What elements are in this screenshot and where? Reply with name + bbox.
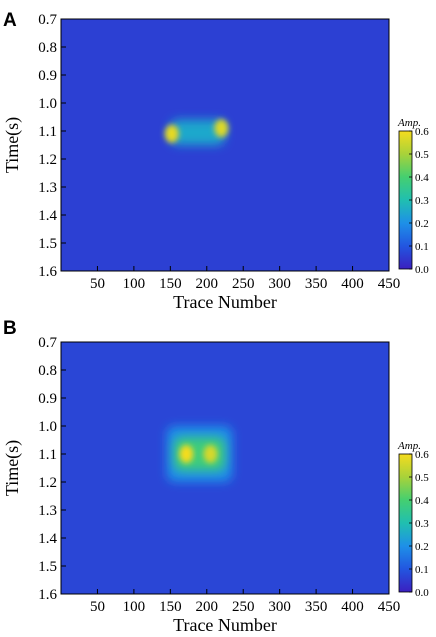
y-tick-label: 0.9 — [38, 391, 57, 407]
colorbar-tick-label: 0.1 — [415, 564, 429, 576]
panel-b-letter: B — [3, 318, 17, 339]
panel-b-x-axis-label: Trace Number — [173, 615, 277, 635]
heatmap-background — [61, 19, 389, 271]
panel-a-plot-frame — [60, 18, 390, 272]
x-tick-label: 450 — [378, 599, 401, 615]
y-tick-label: 1.0 — [38, 96, 57, 112]
x-tick-label: 250 — [232, 599, 255, 615]
colorbar-tick-label: 0.1 — [415, 241, 429, 253]
colorbar-tick-label: 0.6 — [415, 126, 429, 138]
colorbar-tick-label: 0.4 — [415, 172, 429, 184]
panel-a-y-axis-label: Time(s) — [2, 117, 23, 173]
y-tick-label: 0.7 — [38, 335, 57, 351]
y-tick-label: 1.1 — [38, 447, 57, 463]
panel-b-y-axis: 0.7 0.8 0.9 1.0 1.1 1.2 1.3 1.4 1.5 1.6 — [38, 335, 66, 603]
colorbar-tick-label: 0.2 — [415, 218, 429, 230]
anomaly-peak — [164, 124, 179, 143]
x-tick-label: 50 — [90, 276, 105, 292]
x-tick-label: 100 — [123, 599, 146, 615]
panel-b-x-axis: 50 100 150 200 250 300 350 400 450 — [90, 589, 400, 615]
panel-a-letter: A — [3, 10, 17, 31]
anomaly-peak — [214, 119, 229, 138]
panel-b-colorbar: Amp. 0.0 0.1 0.2 0.3 0.4 0.5 0.6 — [397, 440, 429, 599]
x-tick-label: 300 — [268, 599, 291, 615]
panel-b: B 50 100 150 200 250 300 350 400 450 0.7 0.8 0.9 1.… — [2, 318, 429, 635]
y-tick-label: 1.3 — [38, 180, 57, 196]
x-tick-label: 250 — [232, 276, 255, 292]
y-tick-label: 1.2 — [38, 152, 57, 168]
colorbar-tick-label: 0.5 — [415, 472, 429, 484]
panel-b-heatmap — [61, 342, 389, 594]
colorbar-tick-label: 0.3 — [415, 518, 429, 530]
y-tick-label: 0.9 — [38, 68, 57, 84]
x-tick-label: 400 — [341, 599, 364, 615]
panel-b-colorbar-title: Amp. — [397, 440, 421, 452]
x-tick-label: 50 — [90, 599, 105, 615]
panel-a-x-axis-label: Trace Number — [173, 292, 277, 312]
x-tick-label: 400 — [341, 276, 364, 292]
y-tick-label: 0.7 — [38, 12, 57, 28]
y-tick-label: 1.3 — [38, 503, 57, 519]
panel-a-y-axis: 0.7 0.8 0.9 1.0 1.1 1.2 1.3 1.4 1.5 1.6 — [38, 12, 66, 280]
panel-a-x-axis: 50 100 150 200 250 300 350 400 450 — [90, 266, 400, 292]
colorbar-tick-label: 0.0 — [415, 264, 429, 276]
anomaly-peak — [203, 445, 218, 463]
colorbar-tick-label: 0.6 — [415, 449, 429, 461]
x-tick-label: 100 — [123, 276, 146, 292]
y-tick-label: 1.1 — [38, 124, 57, 140]
anomaly-region — [170, 119, 225, 145]
x-tick-label: 300 — [268, 276, 291, 292]
colorbar-tick-label: 0.3 — [415, 195, 429, 207]
x-tick-label: 450 — [378, 276, 401, 292]
y-tick-label: 1.4 — [38, 531, 57, 547]
y-tick-label: 1.5 — [38, 236, 57, 252]
x-tick-label: 150 — [159, 276, 182, 292]
y-tick-label: 0.8 — [38, 40, 57, 56]
y-tick-label: 1.6 — [38, 587, 57, 603]
y-tick-label: 1.2 — [38, 475, 57, 491]
colorbar-tick-label: 0.5 — [415, 149, 429, 161]
panel-a: A 50 100 150 200 250 300 350 400 450 0.7 0.8 0.9 1.… — [2, 10, 429, 312]
panel-b-plot-frame — [60, 341, 390, 595]
panel-a-heatmap — [61, 19, 389, 271]
y-tick-label: 0.8 — [38, 363, 57, 379]
anomaly-peak — [179, 445, 194, 463]
y-tick-label: 1.5 — [38, 559, 57, 575]
colorbar-tick-label: 0.2 — [415, 541, 429, 553]
panel-a-colorbar-title: Amp. — [397, 117, 421, 129]
x-tick-label: 150 — [159, 599, 182, 615]
x-tick-label: 350 — [305, 276, 328, 292]
colorbar-tick-label: 0.4 — [415, 495, 429, 507]
panel-b-y-axis-label: Time(s) — [2, 440, 23, 496]
y-tick-label: 1.0 — [38, 419, 57, 435]
colorbar-tick-label: 0.0 — [415, 587, 429, 599]
x-tick-label: 200 — [196, 599, 219, 615]
y-tick-label: 1.6 — [38, 264, 57, 280]
x-tick-label: 350 — [305, 599, 328, 615]
y-tick-label: 1.4 — [38, 208, 57, 224]
panel-a-colorbar: Amp. 0.0 0.1 0.2 0.3 0.4 0.5 0.6 — [397, 117, 429, 276]
x-tick-label: 200 — [196, 276, 219, 292]
